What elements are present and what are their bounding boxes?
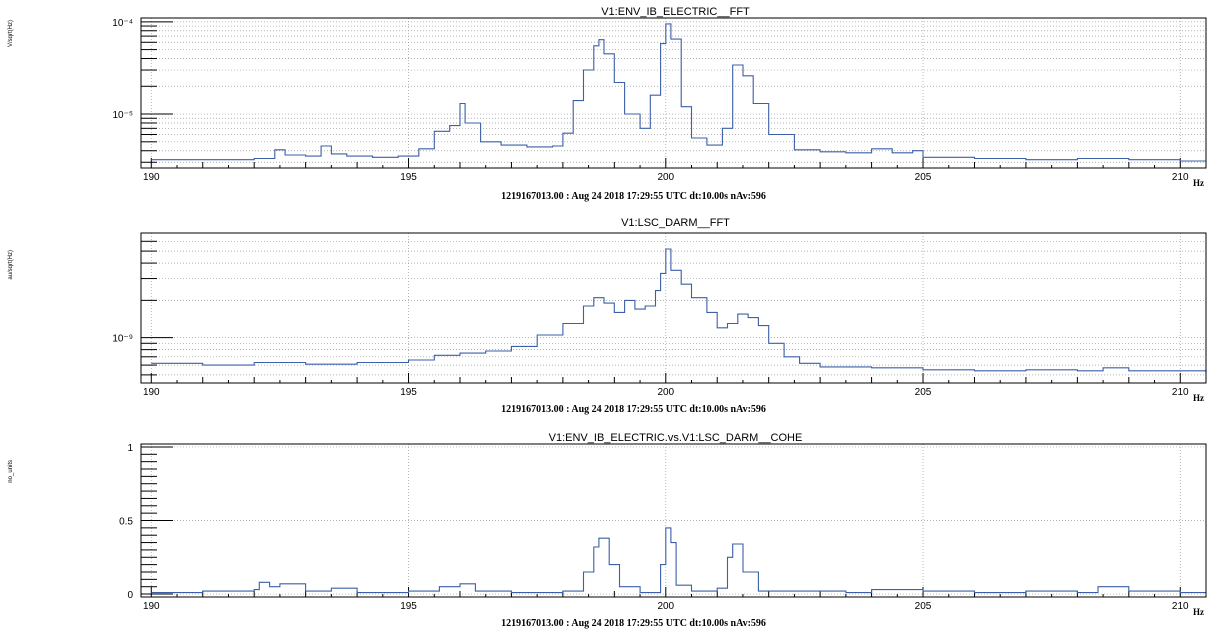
panel-2-x-unit: Hz bbox=[1193, 393, 1204, 403]
panel-3-footer: 1219167013.00 : Aug 24 2018 17:29:55 UTC… bbox=[501, 618, 766, 629]
panel-3-y-tick-label: 0.5 bbox=[119, 517, 133, 528]
panel-2-footer: 1219167013.00 : Aug 24 2018 17:29:55 UTC… bbox=[501, 404, 766, 415]
panel-2-x-tick-label: 205 bbox=[915, 387, 932, 398]
panel-2-x-tick-label: 200 bbox=[657, 387, 674, 398]
panel-3-x-unit: Hz bbox=[1193, 607, 1204, 617]
panel-2-y-tick-label: 10⁻⁹ bbox=[112, 334, 133, 345]
panel-3-frame bbox=[140, 443, 1207, 598]
panel-3-x-tick-label: 205 bbox=[915, 601, 932, 612]
panel-1-series-line bbox=[151, 23, 1206, 162]
panel-1-title: V1:ENV_IB_ELECTRIC__FFT bbox=[601, 6, 750, 18]
panel-2-frame bbox=[140, 232, 1207, 384]
panel-3-x-tick-label: 210 bbox=[1172, 601, 1189, 612]
panel-3-y-tick-label: 0 bbox=[127, 590, 133, 601]
panel-2-x-tick-label: 190 bbox=[143, 387, 160, 398]
panel-3-title: V1:ENV_IB_ELECTRIC.vs.V1:LSC_DARM__COHE bbox=[549, 432, 803, 444]
panel-3-series-line bbox=[151, 527, 1207, 594]
panel-1-x-tick-label: 190 bbox=[143, 172, 160, 183]
panel-2-title: V1:LSC_DARM__FFT bbox=[621, 217, 730, 229]
panel-2-y-label: au/sqrt(Hz) bbox=[8, 250, 14, 280]
panel-1-footer: 1219167013.00 : Aug 24 2018 17:29:55 UTC… bbox=[501, 191, 766, 202]
panel-2-x-tick-label: 195 bbox=[400, 387, 417, 398]
panel-2-x-tick-label: 210 bbox=[1172, 387, 1189, 398]
panel-1-y-tick-label: 10⁻⁵ bbox=[112, 110, 133, 121]
panel-3-x-tick-label: 190 bbox=[143, 601, 160, 612]
panel-1-x-tick-label: 210 bbox=[1172, 172, 1189, 183]
panel-1-x-unit: Hz bbox=[1193, 178, 1204, 188]
panel-1-y-label: V/sqrt(Hz) bbox=[8, 20, 14, 47]
panel-3-y-label: no_units bbox=[8, 460, 14, 483]
panel-1-frame bbox=[140, 17, 1207, 169]
panel-1-x-tick-label: 205 bbox=[915, 172, 932, 183]
panel-1-y-tick-label: 10⁻⁴ bbox=[112, 18, 133, 29]
panel-3-x-tick-label: 195 bbox=[400, 601, 417, 612]
panel-2-series-line bbox=[151, 248, 1207, 373]
panel-1-x-tick-label: 195 bbox=[400, 172, 417, 183]
panel-1-x-tick-label: 200 bbox=[657, 172, 674, 183]
panel-3-x-tick-label: 200 bbox=[657, 601, 674, 612]
panel-3-y-tick-label: 1 bbox=[127, 443, 133, 454]
